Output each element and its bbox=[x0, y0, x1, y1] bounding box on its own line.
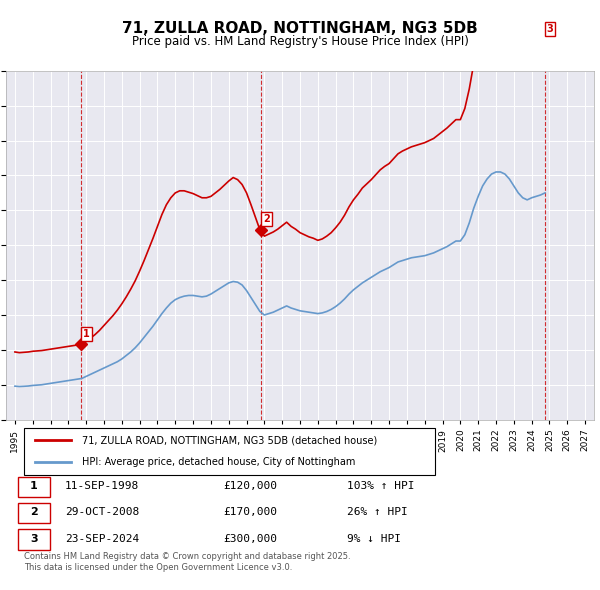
FancyBboxPatch shape bbox=[23, 428, 435, 475]
FancyBboxPatch shape bbox=[18, 503, 50, 523]
Text: 2: 2 bbox=[30, 507, 38, 517]
Text: 11-SEP-1998: 11-SEP-1998 bbox=[65, 481, 139, 491]
Text: 103% ↑ HPI: 103% ↑ HPI bbox=[347, 481, 415, 491]
Text: 3: 3 bbox=[30, 533, 37, 543]
Text: HPI: Average price, detached house, City of Nottingham: HPI: Average price, detached house, City… bbox=[82, 457, 356, 467]
Text: 71, ZULLA ROAD, NOTTINGHAM, NG3 5DB (detached house): 71, ZULLA ROAD, NOTTINGHAM, NG3 5DB (det… bbox=[82, 435, 377, 445]
Text: £300,000: £300,000 bbox=[224, 533, 278, 543]
Text: 71, ZULLA ROAD, NOTTINGHAM, NG3 5DB: 71, ZULLA ROAD, NOTTINGHAM, NG3 5DB bbox=[122, 21, 478, 35]
Text: 23-SEP-2024: 23-SEP-2024 bbox=[65, 533, 139, 543]
Text: £170,000: £170,000 bbox=[224, 507, 278, 517]
Text: 3: 3 bbox=[547, 24, 553, 34]
Text: 29-OCT-2008: 29-OCT-2008 bbox=[65, 507, 139, 517]
Text: £120,000: £120,000 bbox=[224, 481, 278, 491]
Text: 2: 2 bbox=[263, 214, 270, 224]
Text: 1: 1 bbox=[30, 481, 38, 491]
FancyBboxPatch shape bbox=[18, 477, 50, 497]
Text: Price paid vs. HM Land Registry's House Price Index (HPI): Price paid vs. HM Land Registry's House … bbox=[131, 35, 469, 48]
Text: Contains HM Land Registry data © Crown copyright and database right 2025.
This d: Contains HM Land Registry data © Crown c… bbox=[23, 552, 350, 572]
Text: 26% ↑ HPI: 26% ↑ HPI bbox=[347, 507, 408, 517]
Text: 9% ↓ HPI: 9% ↓ HPI bbox=[347, 533, 401, 543]
FancyBboxPatch shape bbox=[18, 529, 50, 550]
Text: 1: 1 bbox=[83, 329, 89, 339]
